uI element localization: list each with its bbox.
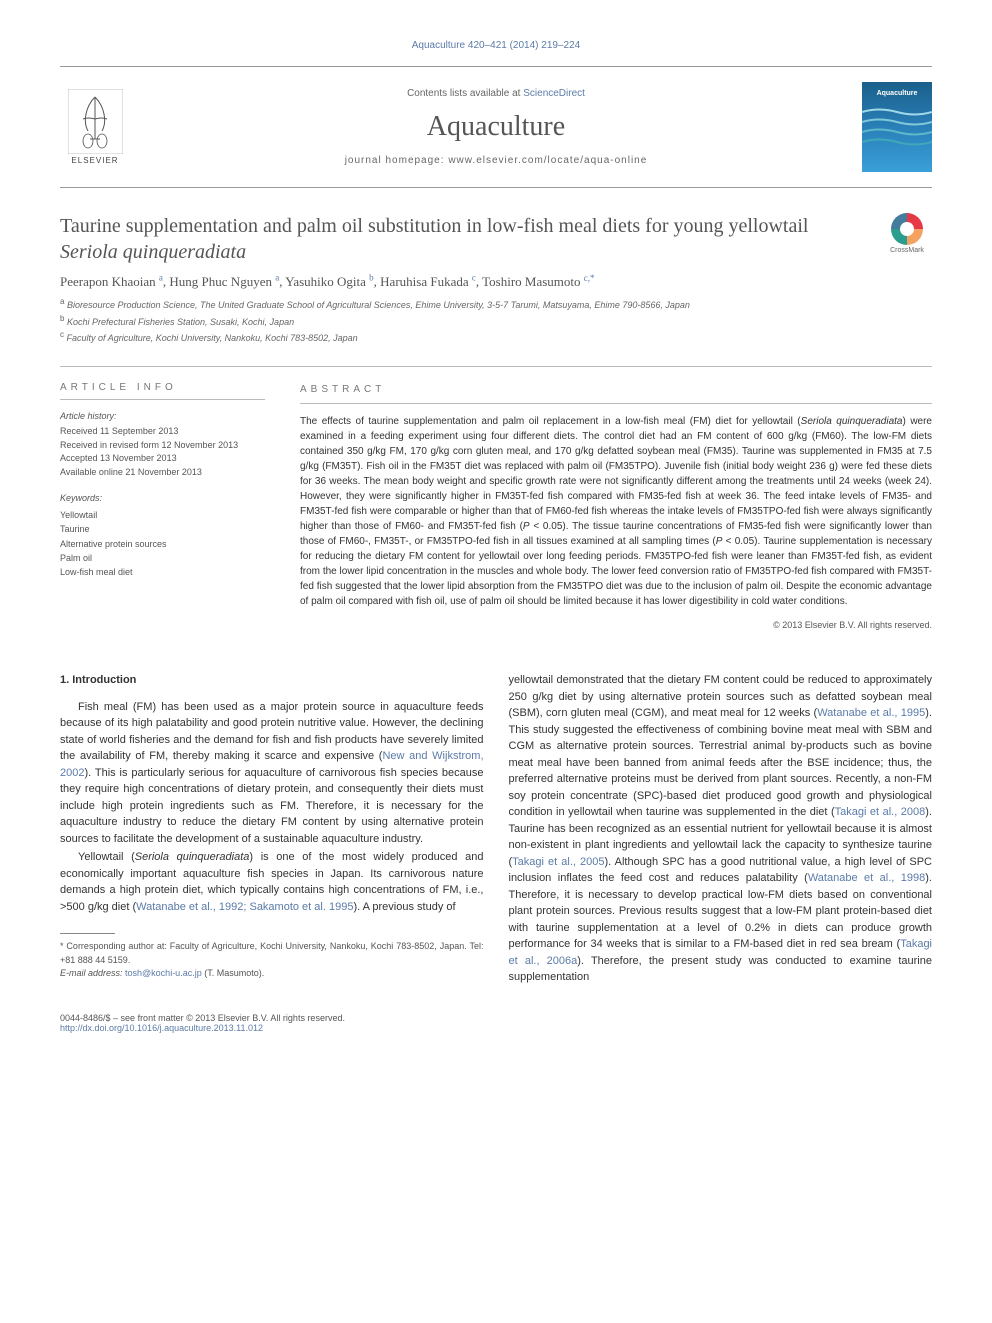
info-abstract-row: ARTICLE INFO Article history: Received 1…: [60, 366, 932, 648]
publisher-logo: ELSEVIER: [60, 87, 130, 167]
abstract-panel: ABSTRACT The effects of taurine suppleme…: [280, 367, 932, 648]
keyword-item: Palm oil: [60, 551, 265, 565]
homepage-prefix: journal homepage:: [345, 155, 449, 166]
email-link[interactable]: tosh@kochi-u.ac.jp: [125, 968, 202, 978]
authors-text: Peerapon Khaoian a, Hung Phuc Nguyen a, …: [60, 274, 584, 289]
section-heading-intro: 1. Introduction: [60, 672, 484, 689]
article-info-panel: ARTICLE INFO Article history: Received 1…: [60, 367, 280, 648]
body-columns: 1. Introduction Fish meal (FM) has been …: [60, 672, 932, 988]
history-accepted: Accepted 13 November 2013: [60, 452, 265, 466]
elsevier-tree-icon: [68, 89, 123, 154]
journal-homepage-line: journal homepage: www.elsevier.com/locat…: [130, 155, 862, 166]
column-left: 1. Introduction Fish meal (FM) has been …: [60, 672, 484, 988]
email-line: E-mail address: tosh@kochi-u.ac.jp (T. M…: [60, 967, 484, 981]
history-label: Article history:: [60, 410, 265, 424]
keywords-block: Keywords: Yellowtail Taurine Alternative…: [60, 491, 265, 579]
cover-waves-icon: [862, 102, 932, 152]
title-text: Taurine supplementation and palm oil sub…: [60, 215, 808, 237]
affiliations: a Bioresource Production Science, The Un…: [60, 296, 932, 346]
homepage-url[interactable]: www.elsevier.com/locate/aqua-online: [448, 155, 647, 166]
title-row: Taurine supplementation and palm oil sub…: [60, 213, 932, 265]
history-received: Received 11 September 2013: [60, 425, 265, 439]
title-species: Seriola quinqueradiata: [60, 241, 246, 263]
keyword-item: Taurine: [60, 522, 265, 536]
journal-reference: Aquaculture 420–421 (2014) 219–224: [60, 40, 932, 51]
footer-left: 0044-8486/$ – see front matter © 2013 El…: [60, 1013, 345, 1033]
body-paragraph: Fish meal (FM) has been used as a major …: [60, 699, 484, 848]
journal-header: ELSEVIER Contents lists available at Sci…: [60, 66, 932, 188]
journal-name: Aquaculture: [130, 111, 862, 143]
crossmark-badge[interactable]: CrossMark: [882, 213, 932, 263]
keyword-item: Alternative protein sources: [60, 537, 265, 551]
abstract-heading: ABSTRACT: [300, 382, 932, 404]
doi-link[interactable]: http://dx.doi.org/10.1016/j.aquaculture.…: [60, 1023, 263, 1033]
page-footer: 0044-8486/$ – see front matter © 2013 El…: [60, 1013, 932, 1033]
footnotes: * Corresponding author at: Faculty of Ag…: [60, 940, 484, 981]
history-revised: Received in revised form 12 November 201…: [60, 439, 265, 453]
abstract-copyright: © 2013 Elsevier B.V. All rights reserved…: [300, 619, 932, 633]
affiliation-b: b Kochi Prefectural Fisheries Station, S…: [60, 313, 932, 330]
journal-cover-thumbnail: Aquaculture: [862, 82, 932, 172]
keyword-item: Low-fish meal diet: [60, 565, 265, 579]
keyword-item: Yellowtail: [60, 508, 265, 522]
article-history-block: Article history: Received 11 September 2…: [60, 410, 265, 480]
citation-link[interactable]: Watanabe et al., 1995: [817, 707, 925, 719]
cover-title: Aquaculture: [877, 90, 918, 97]
publisher-name: ELSEVIER: [71, 156, 118, 165]
article-title: Taurine supplementation and palm oil sub…: [60, 213, 862, 265]
footnote-separator: [60, 933, 115, 934]
history-online: Available online 21 November 2013: [60, 466, 265, 480]
column-right: yellowtail demonstrated that the dietary…: [509, 672, 933, 988]
contents-available-line: Contents lists available at ScienceDirec…: [130, 88, 862, 99]
citation-link[interactable]: Takagi et al., 2005: [512, 856, 604, 868]
issn-line: 0044-8486/$ – see front matter © 2013 El…: [60, 1013, 345, 1023]
article-info-heading: ARTICLE INFO: [60, 382, 265, 400]
body-paragraph: Yellowtail (Seriola quinqueradiata) is o…: [60, 849, 484, 915]
abstract-text: The effects of taurine supplementation a…: [300, 414, 932, 609]
keywords-label: Keywords:: [60, 491, 265, 505]
sciencedirect-link[interactable]: ScienceDirect: [523, 88, 585, 99]
citation-link[interactable]: Watanabe et al., 1992; Sakamoto et al. 1…: [136, 901, 353, 913]
authors-line: Peerapon Khaoian a, Hung Phuc Nguyen a, …: [60, 273, 932, 290]
header-center: Contents lists available at ScienceDirec…: [130, 88, 862, 166]
crossmark-label: CrossMark: [890, 247, 924, 254]
corresponding-marker: *: [590, 273, 595, 283]
crossmark-icon: [891, 213, 923, 245]
citation-link[interactable]: Watanabe et al., 1998: [808, 872, 925, 884]
body-paragraph: yellowtail demonstrated that the dietary…: [509, 672, 933, 986]
affiliation-c: c Faculty of Agriculture, Kochi Universi…: [60, 329, 932, 346]
page-container: Aquaculture 420–421 (2014) 219–224 ELSEV…: [0, 0, 992, 1073]
affiliation-a: a Bioresource Production Science, The Un…: [60, 296, 932, 313]
citation-link[interactable]: Takagi et al., 2008: [835, 806, 926, 818]
corresponding-author-note: * Corresponding author at: Faculty of Ag…: [60, 940, 484, 967]
contents-prefix: Contents lists available at: [407, 88, 523, 99]
